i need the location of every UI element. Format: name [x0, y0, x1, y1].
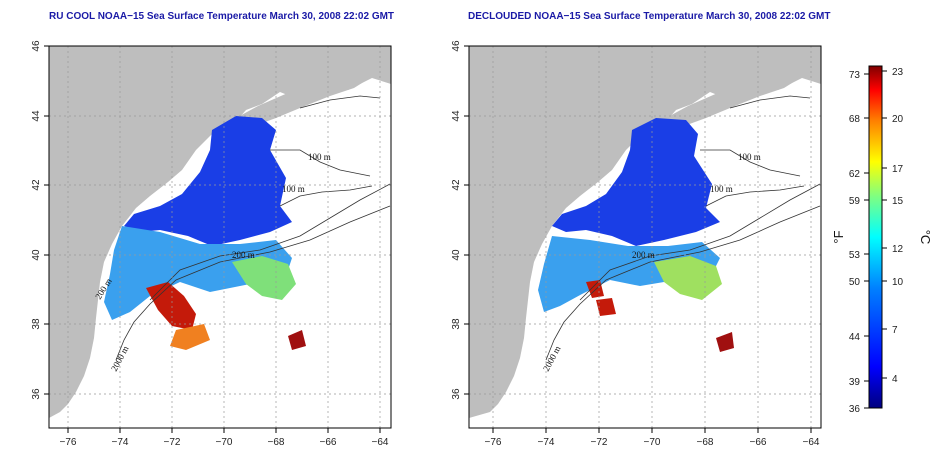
right-panel-title: DECLOUDED NOAA−15 Sea Surface Temperatur…	[468, 11, 831, 22]
sst-warm-eddy	[586, 280, 604, 298]
x-tick-label: −74	[538, 437, 555, 448]
fahrenheit-tick-label: 39	[849, 377, 861, 388]
right-map-panel: 100 m 100 m 200 m 2000 m	[451, 40, 822, 448]
land-mass	[666, 72, 800, 126]
y-tick-label: 40	[31, 249, 42, 261]
right-map-frame	[468, 45, 822, 429]
y-tick-label: 36	[451, 388, 462, 400]
sst-warm-eddy	[146, 282, 196, 330]
y-tick-label: 38	[31, 318, 42, 330]
colorbar-ticks	[864, 70, 887, 409]
land-mass	[236, 72, 370, 126]
x-tick-label: −72	[591, 437, 608, 448]
celsius-unit-label: °C	[918, 230, 933, 245]
x-tick-label: −76	[60, 437, 77, 448]
contour-label: 100 m	[308, 152, 331, 162]
sst-warm-eddy	[596, 298, 616, 316]
fahrenheit-tick-label: 59	[849, 196, 861, 207]
sst-cold-water	[552, 118, 720, 246]
celsius-tick-label: 12	[892, 244, 904, 255]
fahrenheit-tick-label: 44	[849, 332, 861, 343]
y-tick-label: 42	[451, 179, 462, 191]
sst-warm-shelf	[232, 256, 296, 300]
isobath-lines	[115, 95, 391, 361]
fahrenheit-tick-label: 36	[849, 404, 861, 415]
x-tick-label: −74	[112, 437, 129, 448]
y-tick-label: 44	[31, 110, 42, 122]
left-map-panel: 100 m 100 m 200 m 2000 m 200 m	[31, 40, 392, 448]
fahrenheit-tick-label: 50	[849, 277, 861, 288]
grid-lines	[49, 46, 391, 428]
fahrenheit-tick-label: 73	[849, 70, 861, 81]
celsius-tick-label: 20	[892, 114, 904, 125]
x-tick-label: −70	[216, 437, 233, 448]
sst-warm-eddy	[716, 332, 734, 352]
x-tick-label: −68	[697, 437, 714, 448]
contour-label: 200 m	[232, 250, 255, 260]
grid-lines	[469, 46, 821, 428]
contour-label: 100 m	[282, 184, 305, 194]
y-tick-label: 38	[451, 318, 462, 330]
land-mass	[469, 46, 821, 418]
x-tick-label: −70	[644, 437, 661, 448]
sst-mid-water	[104, 226, 292, 320]
x-tick-label: −68	[268, 437, 285, 448]
x-tick-label: −66	[320, 437, 337, 448]
sst-warm-eddy	[170, 324, 210, 350]
fahrenheit-unit-label: °F	[831, 230, 846, 243]
contour-label: 100 m	[738, 152, 761, 162]
y-tick-label: 36	[31, 388, 42, 400]
left-map-frame	[48, 45, 392, 429]
fahrenheit-tick-label: 53	[849, 250, 861, 261]
contour-label: 100 m	[710, 184, 733, 194]
x-tick-label: −72	[164, 437, 181, 448]
land-mass	[120, 60, 134, 70]
x-tick-label: −76	[485, 437, 502, 448]
fahrenheit-tick-label: 68	[849, 114, 861, 125]
celsius-tick-label: 7	[892, 325, 898, 336]
fahrenheit-tick-label: 62	[849, 169, 861, 180]
x-tick-label: −64	[803, 437, 820, 448]
left-panel-title: RU COOL NOAA−15 Sea Surface Temperature …	[49, 11, 395, 22]
colorbar: 73 68 62 59 53 50 44 39 36 23 20 17 15 1…	[831, 65, 933, 415]
y-tick-label: 46	[31, 40, 42, 52]
y-tick-label: 40	[451, 249, 462, 261]
land-mass	[556, 60, 568, 70]
land-mass	[49, 46, 391, 418]
y-tick-label: 46	[451, 40, 462, 52]
isobath-lines	[545, 95, 821, 361]
x-tick-label: −66	[750, 437, 767, 448]
contour-label: 200 m	[632, 250, 655, 260]
left-axis-ticks	[44, 45, 381, 433]
celsius-tick-label: 17	[892, 164, 904, 175]
celsius-tick-label: 15	[892, 196, 904, 207]
x-tick-label: −64	[372, 437, 389, 448]
y-tick-label: 42	[31, 179, 42, 191]
colorbar-gradient	[868, 65, 883, 409]
celsius-tick-label: 23	[892, 67, 904, 78]
celsius-tick-label: 4	[892, 374, 898, 385]
sst-warm-eddy	[288, 330, 306, 350]
right-axis-ticks	[464, 45, 812, 433]
sst-cold-water	[124, 116, 292, 246]
celsius-tick-label: 10	[892, 277, 904, 288]
y-tick-label: 44	[451, 110, 462, 122]
